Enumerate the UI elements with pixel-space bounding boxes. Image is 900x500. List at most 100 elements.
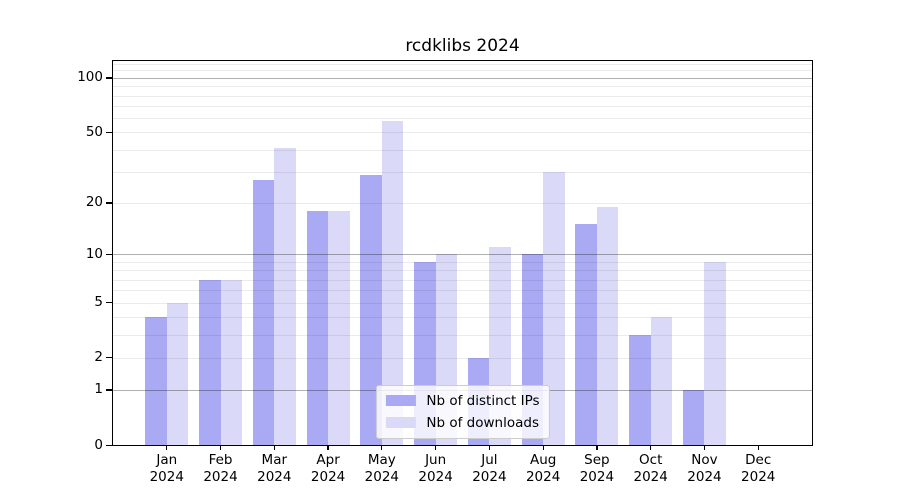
minor-gridline [113, 357, 812, 359]
minor-gridline [113, 132, 812, 134]
year-label: 2024 [525, 469, 561, 485]
x-tick-label-apr: Apr 2024 [296, 452, 360, 486]
x-tick-label-jul: Jul 2024 [457, 452, 521, 486]
minor-gridline [113, 63, 812, 65]
month-label: Jan [156, 452, 178, 468]
x-tick-label-dec: Dec 2024 [726, 452, 790, 486]
x-tick-label-aug: Aug 2024 [511, 452, 575, 486]
bar-oct-downloads [650, 317, 673, 445]
y-tick-mark [106, 202, 112, 204]
bar-apr-downloads [328, 210, 350, 445]
legend-label: Nb of distinct IPs [426, 392, 540, 409]
month-label: Sep [584, 452, 610, 468]
x-tick-mark [650, 445, 652, 450]
x-tick-label-sep: Sep 2024 [565, 452, 629, 486]
minor-gridline [113, 317, 812, 318]
bar-sep-downloads [596, 206, 619, 445]
y-tick-mark [106, 357, 112, 359]
x-tick-mark [757, 445, 759, 450]
bar-nov-downloads [704, 261, 726, 445]
y-tick-label: 50 [85, 123, 103, 140]
year-label: 2024 [579, 469, 615, 485]
month-label: May [367, 452, 396, 468]
minor-gridline [113, 334, 812, 336]
month-label: Apr [316, 452, 340, 468]
y-tick-mark [106, 444, 112, 446]
y-tick-label: 2 [94, 349, 103, 366]
minor-gridline [113, 279, 812, 281]
minor-gridline [113, 202, 812, 204]
year-label: 2024 [687, 469, 722, 485]
minor-gridline [113, 171, 812, 173]
y-tick-mark [106, 389, 112, 391]
y-tick-mark [106, 131, 112, 134]
bar-mar-downloads [274, 147, 296, 445]
bar-aug-downloads [543, 171, 565, 445]
month-label: Nov [691, 452, 718, 468]
month-label: Jun [425, 452, 447, 468]
legend-row: Nb of downloads [385, 413, 539, 432]
x-tick-label-jun: Jun 2024 [404, 452, 468, 486]
bar-jan-distinct-ips [145, 317, 167, 445]
bar-nov-distinct-ips [682, 389, 705, 445]
year-label: 2024 [203, 469, 238, 485]
year-label: 2024 [741, 469, 776, 485]
bar-may-downloads [381, 120, 404, 445]
major-gridline [113, 77, 812, 79]
month-label: Aug [529, 452, 557, 468]
minor-gridline [113, 95, 812, 97]
minor-gridline [113, 105, 812, 107]
legend: Nb of distinct IPs Nb of downloads [375, 385, 550, 439]
bar-may-distinct-ips [360, 174, 382, 445]
bar-apr-distinct-ips [306, 210, 329, 445]
year-label: 2024 [310, 469, 346, 485]
minor-gridline [113, 86, 812, 88]
legend-row: Nb of distinct IPs [385, 391, 540, 410]
y-tick-label: 1 [94, 381, 103, 398]
x-tick-label-feb: Feb 2024 [189, 452, 253, 486]
minor-gridline [113, 149, 812, 151]
x-tick-mark [488, 445, 491, 450]
x-tick-label-may: May 2024 [350, 452, 414, 486]
bar-feb-distinct-ips [199, 279, 221, 445]
plot-area: 0 1 2 5 10 20 50 100 Jan 2024 Feb 2024 Mar 2024 Apr 20… [77, 60, 813, 485]
legend-label: Nb of downloads [426, 414, 539, 431]
x-tick-mark [166, 445, 168, 450]
y-tick-label: 100 [77, 69, 103, 86]
bar-feb-downloads [220, 279, 243, 445]
y-tick-label: 20 [85, 194, 103, 211]
y-tick-label: 5 [94, 294, 103, 310]
legend-swatch-downloads [385, 417, 416, 428]
year-label: 2024 [364, 469, 400, 485]
x-tick-label-mar: Mar 2024 [242, 452, 306, 486]
x-tick-label-oct: Oct 2024 [619, 452, 683, 486]
month-label: Dec [745, 452, 772, 468]
year-label: 2024 [257, 469, 292, 485]
y-tick-mark [106, 253, 112, 256]
x-tick-mark [703, 445, 706, 450]
year-label: 2024 [149, 469, 184, 485]
minor-gridline [113, 302, 812, 304]
minor-gridline [113, 70, 812, 72]
x-tick-mark [596, 445, 598, 450]
y-tick-label: 0 [94, 436, 103, 453]
chart-title: rcdklibs 2024 [405, 36, 520, 56]
year-label: 2024 [472, 469, 507, 485]
bar-jan-downloads [166, 302, 189, 445]
year-label: 2024 [418, 469, 453, 485]
month-label: Feb [208, 452, 233, 468]
year-label: 2024 [633, 469, 668, 485]
month-label: Jul [481, 452, 498, 468]
x-tick-mark [219, 445, 222, 450]
minor-gridline [113, 290, 812, 292]
month-label: Mar [261, 452, 288, 468]
x-tick-mark [542, 445, 544, 450]
major-gridline [113, 254, 812, 256]
minor-gridline [113, 261, 812, 263]
minor-gridline [113, 118, 812, 120]
x-tick-mark [381, 445, 383, 450]
minor-gridline [113, 270, 812, 272]
bar-mar-distinct-ips [252, 179, 275, 445]
legend-swatch-distinct-ips [385, 395, 416, 406]
